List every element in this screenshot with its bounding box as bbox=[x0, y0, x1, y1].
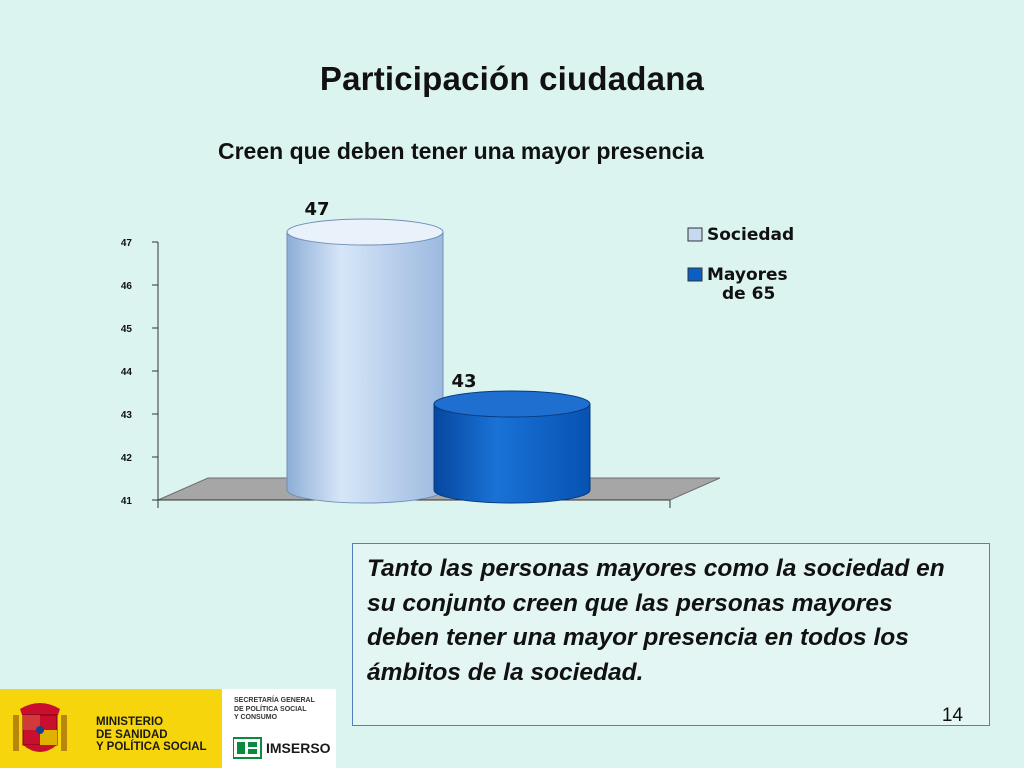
y-tick-label: 44 bbox=[121, 367, 133, 378]
y-tick-label: 45 bbox=[121, 324, 133, 335]
legend-label: Mayores bbox=[707, 265, 788, 285]
bar-top bbox=[433, 390, 591, 418]
note-text: Tanto las personas mayores como la socie… bbox=[367, 555, 945, 686]
data-label: 47 bbox=[304, 199, 329, 220]
legend-label: Sociedad bbox=[707, 225, 794, 245]
coat-of-arms-icon bbox=[13, 703, 67, 752]
footer-logos: MINISTERIO DE SANIDAD Y POLÍTICA SOCIAL … bbox=[0, 689, 336, 768]
y-tick-label: 43 bbox=[121, 410, 133, 421]
bar-top bbox=[286, 218, 444, 246]
legend-swatch bbox=[687, 267, 703, 282]
data-label: 43 bbox=[451, 371, 476, 392]
slide-title: Participación ciudadana bbox=[319, 60, 705, 97]
legend-swatch bbox=[687, 227, 703, 242]
y-tick-label: 42 bbox=[121, 453, 133, 464]
bar-1 bbox=[433, 390, 591, 504]
imserso-name: IMSERSO bbox=[266, 740, 331, 756]
y-tick-label: 47 bbox=[121, 238, 133, 249]
note-box: Tanto las personas mayores como la socie… bbox=[352, 543, 990, 726]
secretaria-name: SECRETARÍA GENERAL DE POLÍTICA SOCIAL Y … bbox=[234, 697, 315, 721]
secretaria-logo: SECRETARÍA GENERAL DE POLÍTICA SOCIAL Y … bbox=[222, 689, 336, 768]
bar-0 bbox=[286, 218, 444, 504]
y-tick-label: 41 bbox=[121, 496, 133, 507]
bar-body bbox=[433, 403, 591, 504]
imserso-icon bbox=[233, 737, 262, 759]
page-number: 14 bbox=[941, 705, 963, 726]
bar-body bbox=[286, 231, 444, 504]
ministry-name: MINISTERIO DE SANIDAD Y POLÍTICA SOCIAL bbox=[96, 716, 207, 753]
legend-label: de 65 bbox=[722, 284, 775, 304]
legend-item: Sociedad bbox=[687, 225, 794, 245]
ministry-logo: MINISTERIO DE SANIDAD Y POLÍTICA SOCIAL bbox=[0, 689, 222, 768]
chart-title: Creen que deben tener una mayor presenci… bbox=[218, 138, 704, 164]
y-tick-label: 46 bbox=[121, 281, 133, 292]
